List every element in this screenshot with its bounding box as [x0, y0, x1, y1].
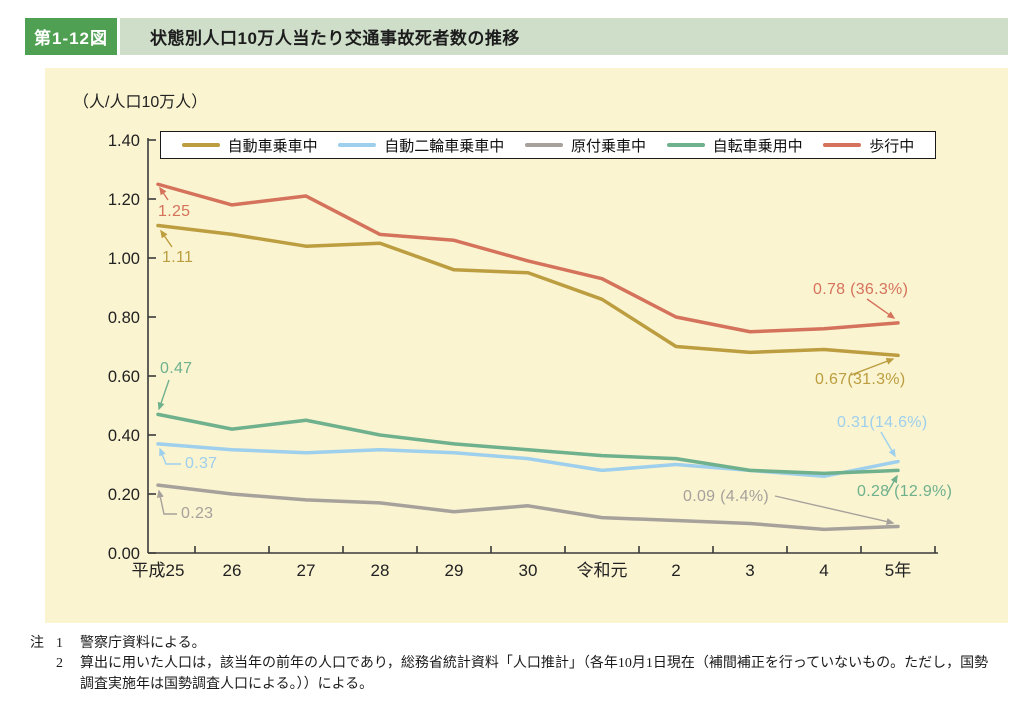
annotation-label-pedestrian: 0.78 (36.3%): [813, 281, 909, 298]
figure-number-badge: 第1-12図: [25, 18, 117, 55]
x-tick-label: 3: [745, 561, 754, 580]
x-tick-label: 26: [223, 561, 242, 580]
footnotes: 注 1 警察庁資料による。 2 算出に用いた人口は，該当年の前年の人口であり，総務省統計…: [30, 634, 1005, 695]
annotation-arrow-bicycle: [887, 474, 898, 493]
footnote-number: 2: [56, 656, 63, 672]
footnote-mark: 注: [30, 636, 44, 651]
x-tick-label: 2: [671, 561, 680, 580]
series-line-pedestrian: [156, 182, 900, 334]
chart-panel: （人/人口10万人） 0.00 0.20 0.40 0.60 0.80 1.00 1.20 1…: [45, 68, 1008, 623]
legend-swatch-pedestrian: [823, 143, 862, 147]
footnote-row-2: 2 算出に用いた人口は，該当年の前年の人口であり，総務省統計資料「人口推計」（各年…: [30, 654, 1005, 695]
y-tick-label: 0.80: [108, 309, 140, 327]
annotation-arrow-motorcycle: [159, 447, 181, 465]
y-tick-label: 0.20: [108, 486, 140, 504]
y-tick-label: 1.20: [108, 191, 140, 209]
x-tick-label: 28: [371, 561, 390, 580]
x-tick-label: 27: [297, 561, 316, 580]
legend-label-pedestrian: 歩行中: [869, 137, 915, 155]
figure-title: 状態別人口10万人当たり交通事故死者数の推移: [150, 29, 520, 48]
annotation-arrow-moped: [774, 495, 895, 525]
series-line-bicycle: [156, 412, 900, 476]
annotation-label-motorcycle: 0.37: [185, 455, 218, 472]
x-tick-label: 5年: [885, 561, 911, 580]
annotation-label-pedestrian: 1.25: [158, 203, 191, 220]
legend-item-car: 自動車乗車中: [181, 135, 318, 156]
legend-item-motorcycle: 自動二輪車乗車中: [338, 135, 504, 156]
chart-legend: 自動車乗車中 自動二輪車乗車中 原付乗車中 自転車乗用中 歩行中: [160, 131, 936, 159]
legend-label-car: 自動車乗車中: [227, 137, 318, 155]
footnote-number: 1: [56, 636, 63, 651]
annotation-label-car: 0.67(31.3%): [815, 371, 906, 388]
x-tick-label: 29: [445, 561, 464, 580]
legend-item-moped: 原付乗車中: [524, 135, 646, 156]
x-tick-label: 30: [519, 561, 538, 580]
x-tick-label: 令和元: [577, 561, 628, 580]
annotation-arrow-moped: [156, 489, 177, 515]
annotation-arrow-pedestrian: [866, 298, 896, 319]
legend-label-bicycle: 自転車乗用中: [712, 137, 803, 155]
annotation-label-bicycle: 0.28 (12.9%): [857, 483, 953, 500]
legend-item-pedestrian: 歩行中: [823, 135, 914, 156]
annotation-arrow-car: [160, 229, 173, 248]
x-tick-label: 4: [819, 561, 828, 580]
legend-swatch-car: [181, 143, 220, 147]
legend-item-bicycle: 自転車乗用中: [666, 135, 803, 156]
annotation-label-bicycle: 0.47: [160, 360, 193, 377]
series-line-moped: [156, 483, 900, 532]
y-tick-label: 1.40: [108, 132, 140, 150]
annotation-arrow-car: [850, 358, 895, 376]
line-chart: 0.00 0.20 0.40 0.60 0.80 1.00 1.20 1.40 平成25 26 27…: [108, 132, 938, 580]
x-tick-label: 平成25: [132, 561, 185, 580]
figure-title-bar: 状態別人口10万人当たり交通事故死者数の推移: [120, 18, 1008, 55]
legend-swatch-moped: [524, 143, 563, 147]
annotation-label-moped: 0.23: [181, 505, 214, 522]
legend-swatch-bicycle: [666, 143, 705, 147]
legend-label-moped: 原付乗車中: [570, 137, 646, 155]
series-line-car: [156, 223, 900, 358]
annotation-label-moped: 0.09 (4.4%): [683, 488, 770, 505]
y-tick-label: 1.00: [108, 250, 140, 268]
annotation-arrow-bicycle: [157, 379, 170, 411]
footnote-row-1: 注 1 警察庁資料による。: [30, 634, 1005, 654]
legend-label-motorcycle: 自動二輪車乗車中: [384, 137, 505, 155]
annotation-arrow-motorcycle: [880, 431, 896, 458]
footnote-mark: [30, 654, 56, 695]
legend-swatch-motorcycle: [338, 143, 377, 147]
y-tick-label: 0.60: [108, 368, 140, 386]
annotation-label-motorcycle: 0.31(14.6%): [837, 414, 928, 431]
y-tick-label: 0.00: [108, 545, 140, 563]
footnote-text: 算出に用いた人口は，該当年の前年の人口であり，総務省統計資料「人口推計」（各年1…: [80, 656, 989, 692]
annotation-label-car: 1.11: [162, 249, 194, 266]
annotation-arrow-pedestrian: [159, 186, 169, 201]
y-tick-label: 0.40: [108, 427, 140, 445]
footnote-text: 警察庁資料による。: [80, 636, 206, 651]
y-axis-unit-label: （人/人口10万人）: [73, 94, 208, 111]
